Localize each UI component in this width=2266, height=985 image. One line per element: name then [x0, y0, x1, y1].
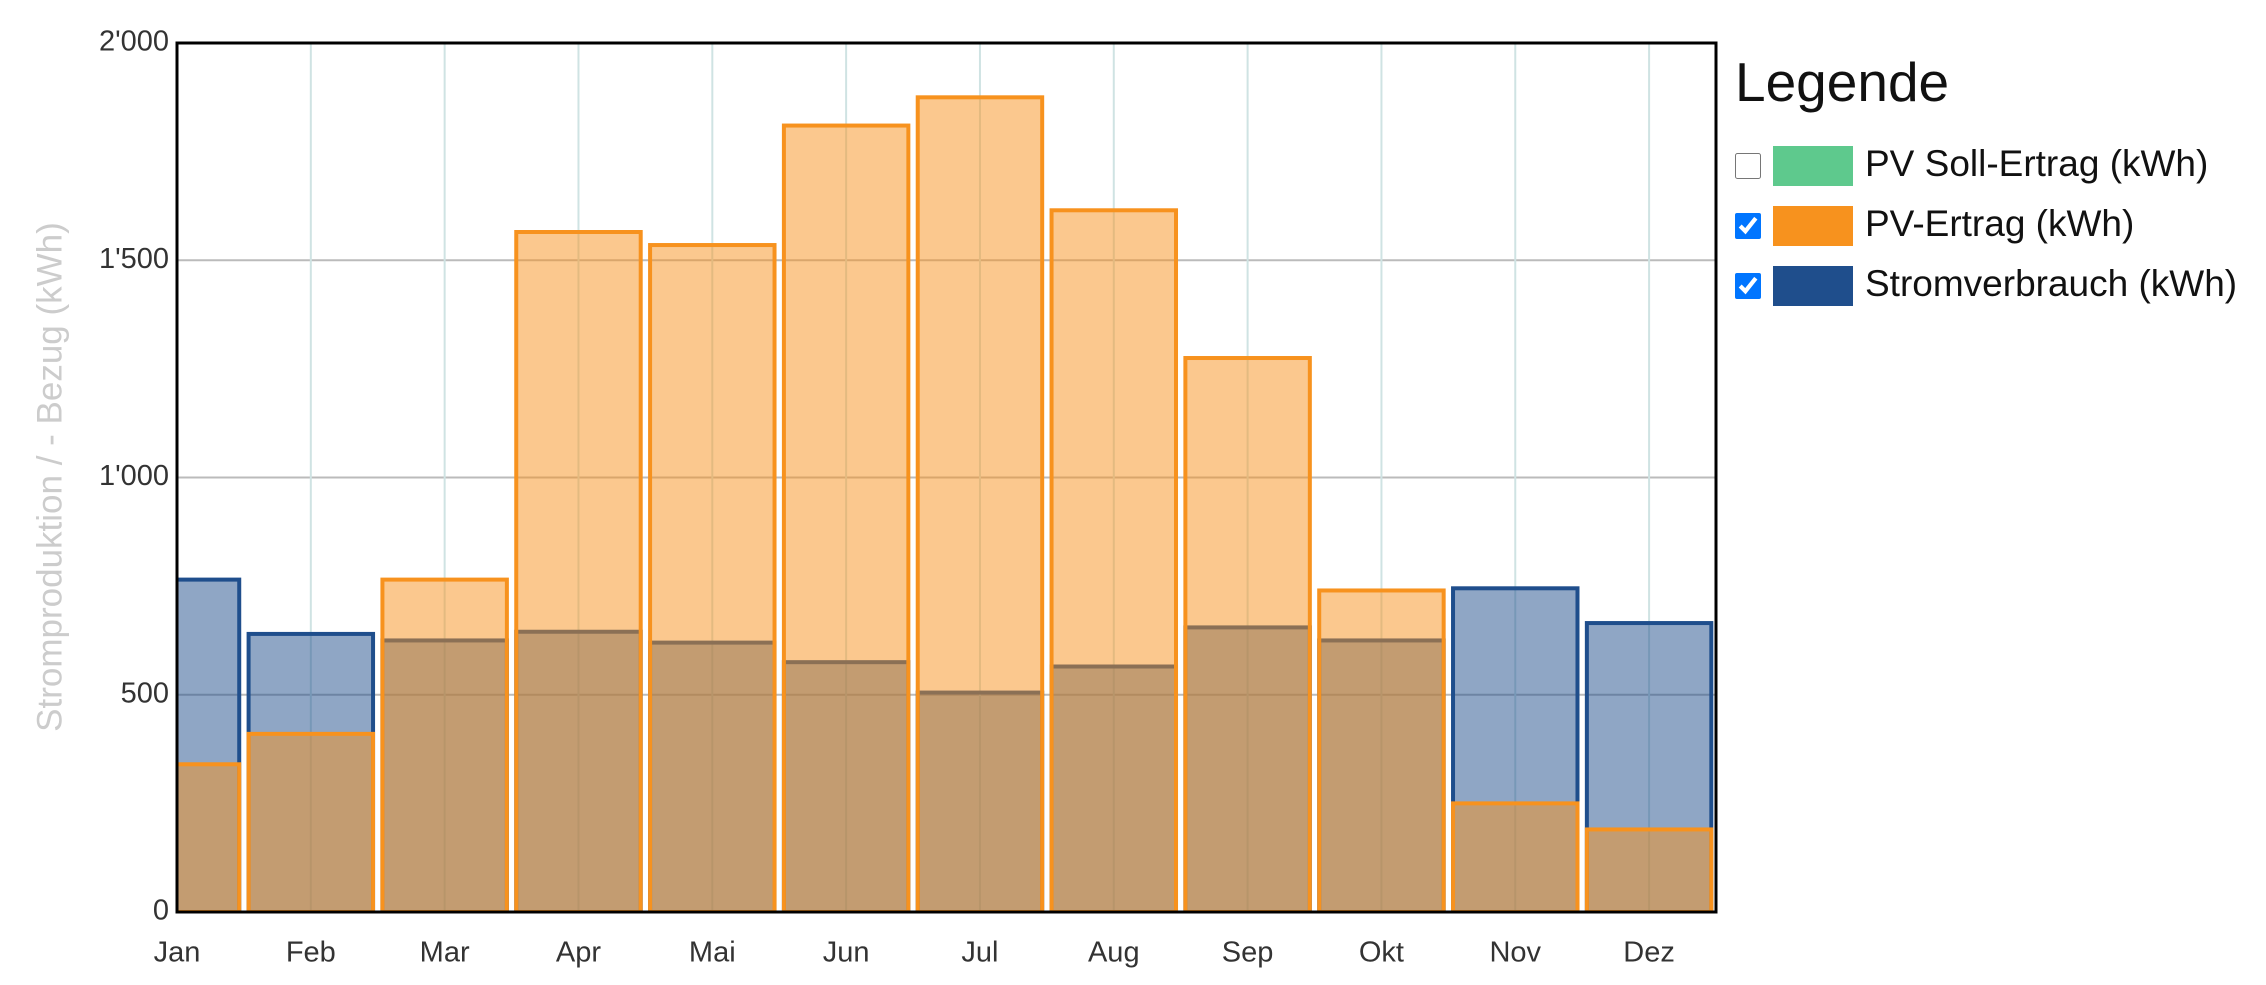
- legend-swatch: [1773, 146, 1853, 187]
- bar: [915, 95, 1045, 912]
- y-tick-label: 500: [121, 677, 169, 709]
- x-tick-label: Mar: [420, 937, 470, 969]
- legend-label: Stromverbrauch (kWh): [1865, 263, 2238, 304]
- legend-label: PV Soll-Ertrag (kWh): [1865, 143, 2209, 184]
- x-tick-label: Sep: [1222, 937, 1274, 969]
- bar: [246, 731, 376, 912]
- legend-checkbox[interactable]: [1735, 213, 1761, 240]
- legend-swatch: [1773, 206, 1853, 247]
- bar: [648, 243, 777, 912]
- legend-checkbox[interactable]: [1735, 273, 1761, 300]
- legend-items: PV Soll-Ertrag (kWh) PV-Ertrag (kWh) Strom…: [1735, 134, 2255, 314]
- x-tick-label: Mai: [689, 937, 736, 969]
- x-tick-label: Jun: [823, 937, 870, 969]
- x-tick-label: Nov: [1489, 937, 1541, 969]
- x-tick-label: Feb: [286, 937, 336, 969]
- y-tick-label: 0: [153, 895, 169, 927]
- y-tick-label: 2'000: [99, 26, 169, 58]
- x-tick-label: Okt: [1359, 937, 1404, 969]
- legend-item: PV-Ertrag (kWh): [1735, 194, 2255, 254]
- bar: [380, 577, 509, 912]
- x-tick-label: Jul: [961, 937, 998, 969]
- bar: [177, 762, 242, 912]
- bar: [1183, 356, 1312, 912]
- x-tick-label: Apr: [556, 937, 601, 969]
- legend-swatch: [1773, 266, 1853, 307]
- y-tick-label: 1'000: [99, 460, 169, 492]
- x-tick-label: Dez: [1623, 937, 1675, 969]
- legend-label: PV-Ertrag (kWh): [1865, 203, 2135, 244]
- legend-title: Legende: [1735, 51, 1950, 113]
- bar: [514, 230, 643, 912]
- bar: [1049, 208, 1179, 912]
- plot-border: [175, 41, 1718, 914]
- x-tick-label: Jan: [154, 937, 201, 969]
- x-tick-label: Aug: [1088, 937, 1140, 969]
- bar: [1584, 827, 1714, 912]
- legend-item: PV Soll-Ertrag (kWh): [1735, 134, 2255, 194]
- bar: [1451, 801, 1580, 912]
- bar: [1317, 588, 1446, 912]
- legend: Legende PV Soll-Ertrag (kWh) PV-Ertrag (k…: [1735, 50, 2255, 314]
- legend-checkbox[interactable]: [1735, 153, 1761, 180]
- y-tick-label: 1'500: [99, 243, 169, 275]
- legend-item: Stromverbrauch (kWh): [1735, 254, 2255, 314]
- y-axis-label: Stromproduktion / - Bezug (kWh): [30, 222, 69, 732]
- bar: [781, 123, 911, 912]
